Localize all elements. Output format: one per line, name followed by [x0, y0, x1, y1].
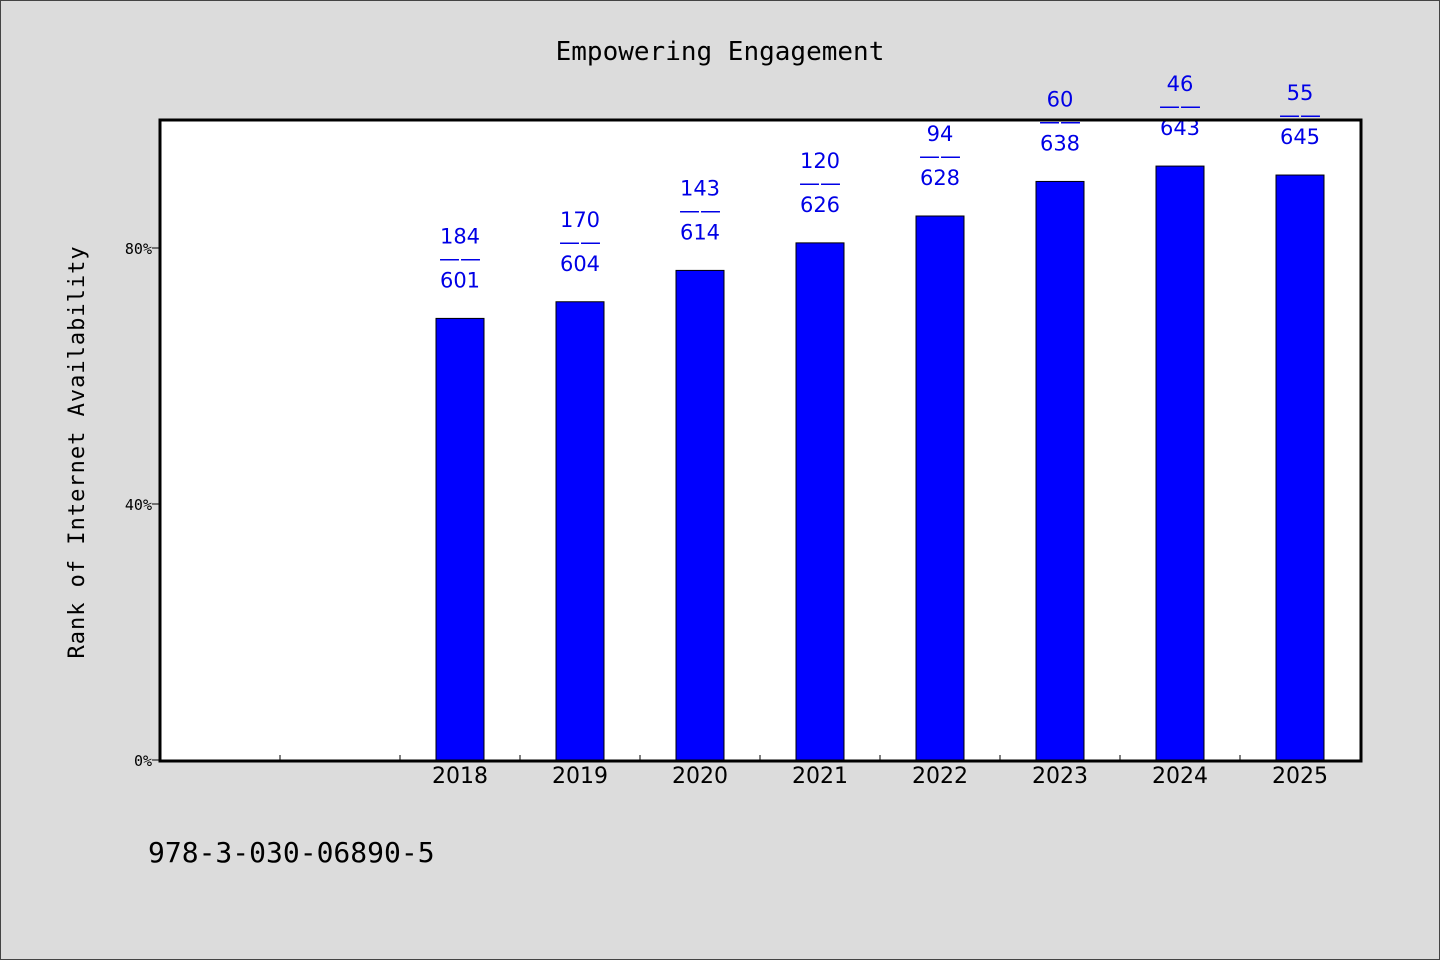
- bar-label-bottom-2019: 604: [560, 252, 600, 276]
- x-tick-label-2025: 2025: [1272, 764, 1328, 789]
- y-tick-label-80%: 80%: [125, 240, 152, 258]
- bar-label-bottom-2025: 645: [1280, 125, 1320, 149]
- x-tick-label-2024: 2024: [1152, 764, 1208, 789]
- x-tick-label-2020: 2020: [672, 764, 728, 789]
- bar-label-top-2022: 94: [927, 122, 954, 146]
- bar-labels-group: 184——601170——604143——614120——62694——6286…: [439, 72, 1321, 292]
- chart-title: Empowering Engagement: [556, 37, 885, 67]
- bar-label-top-2021: 120: [800, 149, 840, 173]
- bar-label-top-2018: 184: [440, 224, 480, 248]
- bar-2025: [1275, 174, 1325, 761]
- bar-label-separator-2022: ——: [919, 144, 961, 168]
- bar-label-bottom-2018: 601: [440, 268, 480, 292]
- x-tick-label-2023: 2023: [1032, 764, 1088, 789]
- bar-label-bottom-2022: 628: [920, 166, 960, 190]
- bar-label-separator-2018: ——: [439, 246, 481, 270]
- x-tick-label-2022: 2022: [912, 764, 968, 789]
- bar-label-top-2019: 170: [560, 208, 600, 232]
- bar-label-separator-2021: ——: [799, 171, 841, 195]
- bar-label-bottom-2020: 614: [680, 220, 720, 244]
- bar-2018: [435, 317, 485, 761]
- bar-label-separator-2020: ——: [679, 198, 721, 222]
- x-tick-label-2018: 2018: [432, 764, 488, 789]
- bar-2023: [1035, 180, 1085, 761]
- bar-2020: [675, 269, 725, 761]
- x-tick-label-2019: 2019: [552, 764, 608, 789]
- bars-group: [435, 165, 1325, 761]
- bar-2022: [915, 215, 965, 761]
- bar-label-top-2020: 143: [680, 176, 720, 200]
- bar-label-top-2023: 60: [1047, 87, 1074, 111]
- bar-2019: [555, 301, 605, 761]
- y-tick-label-0%: 0%: [134, 752, 152, 770]
- bar-2021: [795, 242, 845, 761]
- bar-label-bottom-2023: 638: [1040, 131, 1080, 155]
- bar-label-separator-2024: ——: [1159, 94, 1201, 118]
- bar-label-separator-2019: ——: [559, 230, 601, 254]
- bar-label-separator-2025: ——: [1279, 103, 1321, 127]
- bar-2024: [1155, 165, 1205, 761]
- y-tick-label-40%: 40%: [125, 496, 152, 514]
- x-tick-label-2021: 2021: [792, 764, 848, 789]
- bar-label-top-2025: 55: [1287, 81, 1314, 105]
- bar-label-top-2024: 46: [1167, 72, 1194, 96]
- isbn-text: 978-3-030-06890-5: [148, 836, 435, 869]
- bar-label-bottom-2021: 626: [800, 193, 840, 217]
- x-axis: 2018 2019 2020 2021 2022 2023 2024 2025: [279, 755, 1328, 789]
- y-axis-label: Rank of Internet Availability: [65, 245, 90, 658]
- y-axis: 0% 40% 80%: [125, 240, 160, 770]
